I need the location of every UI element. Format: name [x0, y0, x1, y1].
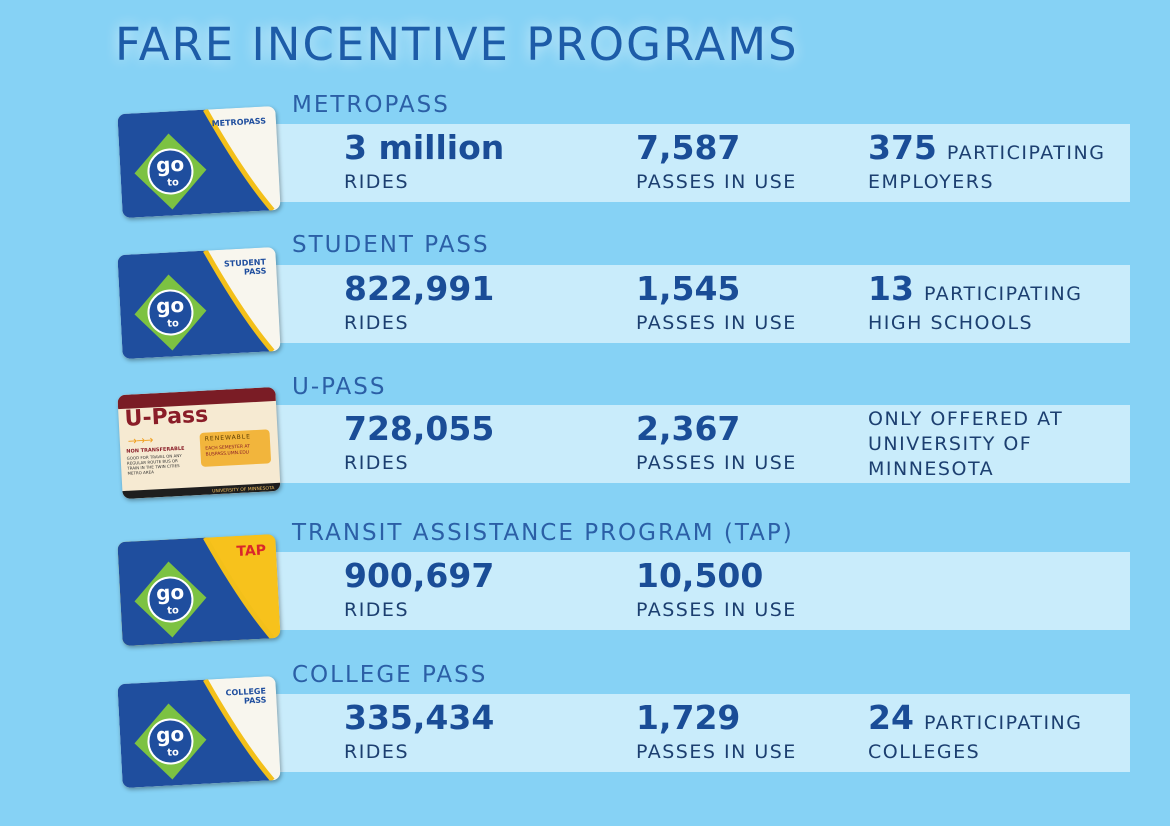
card-label: COLLEGE PASS [225, 686, 267, 706]
logo-text: to [167, 747, 179, 759]
logo-text: go [155, 722, 184, 747]
pass-card: go to METROPASS [117, 105, 281, 219]
card-renew: EACH SEMESTER AT BUSPASS.UMN.EDU [205, 444, 251, 458]
stat-label: RIDES [344, 452, 410, 474]
stat-label: PASSES IN USE [636, 452, 797, 474]
stat-headline: 13 PARTICIPATING [868, 269, 1083, 308]
band [180, 124, 1130, 202]
stat-label: PASSES IN USE [636, 312, 797, 334]
stat-headline: 335,434 [344, 698, 494, 737]
stat-number: 13 [868, 269, 914, 308]
stat-label: PASSES IN USE [636, 171, 797, 193]
card-stripe [203, 249, 275, 353]
stat-headline: 900,697 [344, 556, 494, 595]
stat-label: RIDES [344, 171, 410, 193]
stat-number: 822,991 [344, 269, 495, 308]
stat-number: 900,697 [344, 556, 495, 595]
stat-headline: 375 PARTICIPATING [868, 128, 1105, 167]
stat-headline: 1,545 [636, 269, 740, 308]
stat-headline: 10,500 [636, 556, 763, 595]
page-title: FARE INCENTIVE PROGRAMS [115, 18, 799, 71]
stat-number: 3 million [344, 128, 505, 167]
stat-label: RIDES [344, 599, 410, 621]
stat-label: PASSES IN USE [636, 599, 797, 621]
stat-number: 10,500 [636, 556, 764, 595]
program-name: U-PASS [292, 374, 387, 400]
logo-circle [147, 718, 194, 765]
stat-headline: 3 million [344, 128, 504, 167]
card-label: STUDENT PASS [223, 257, 267, 277]
stat-unit: PARTICIPATING [946, 142, 1106, 164]
stat-label: RIDES [344, 741, 410, 763]
card-stripe [203, 108, 275, 212]
card-terms: GOOD FOR TRAVEL ON ANY REGULAR ROUTE BUS… [126, 452, 182, 476]
stat-label: EMPLOYERS [868, 171, 995, 193]
stat-number: 24 [868, 698, 914, 737]
logo-text: to [167, 177, 179, 189]
band [180, 265, 1130, 343]
card-stripe [203, 678, 275, 782]
card-title: U-Pass [124, 402, 209, 432]
program-name: STUDENT PASS [292, 232, 490, 258]
logo-text: go [155, 293, 184, 318]
stat-number: 7,587 [636, 128, 741, 167]
pass-card: go to STUDENT PASS [117, 246, 281, 360]
stat-number: 1,729 [636, 698, 741, 737]
card-stripe [203, 536, 275, 640]
logo-text: go [155, 152, 184, 177]
stat-number: 2,367 [636, 409, 741, 448]
band [180, 694, 1130, 772]
logo-text: to [167, 318, 179, 330]
stat-label: COLLEGES [868, 741, 981, 763]
stat-headline: 1,729 [636, 698, 740, 737]
stat-headline: 24 PARTICIPATING [868, 698, 1083, 737]
pass-card: go to COLLEGE PASS [117, 675, 281, 789]
stat-label: HIGH SCHOOLS [868, 312, 1034, 334]
program-name: METROPASS [292, 92, 450, 118]
card-arrows: →→→ [127, 433, 153, 448]
stat-headline: 7,587 [636, 128, 740, 167]
pass-card: U-Pass →→→ NON TRANSFERABLE GOOD FOR TRAVEL… [117, 386, 281, 500]
band [180, 405, 1130, 483]
logo-text: to [167, 605, 179, 617]
stat-unit: PARTICIPATING [923, 712, 1083, 734]
stat-headline: 728,055 [344, 409, 494, 448]
card-sticker: RENEWABLE EACH SEMESTER AT BUSPASS.UMN.ED… [199, 429, 272, 467]
program-name: TRANSIT ASSISTANCE PROGRAM (TAP) [292, 520, 794, 546]
logo-circle [147, 289, 194, 336]
stat-number: 335,434 [344, 698, 495, 737]
stat-number: 1,545 [636, 269, 741, 308]
logo-circle [147, 148, 194, 195]
stat-number: 728,055 [344, 409, 495, 448]
stat-label: RIDES [344, 312, 410, 334]
band [180, 552, 1130, 630]
stat-label: PASSES IN USE [636, 741, 797, 763]
stat-note: ONLY OFFERED AT UNIVERSITY OF MINNESOTA [868, 408, 1064, 480]
stat-headline: 822,991 [344, 269, 494, 308]
logo-text: go [155, 580, 184, 605]
card-label: TAP [236, 542, 267, 560]
pass-card: go to TAP [117, 533, 281, 647]
stat-number: 375 [868, 128, 937, 167]
logo-circle [147, 576, 194, 623]
stat-unit: PARTICIPATING [923, 283, 1083, 305]
card-badge: RENEWABLE [204, 433, 252, 443]
stat-headline: 2,367 [636, 409, 740, 448]
program-name: COLLEGE PASS [292, 662, 488, 688]
